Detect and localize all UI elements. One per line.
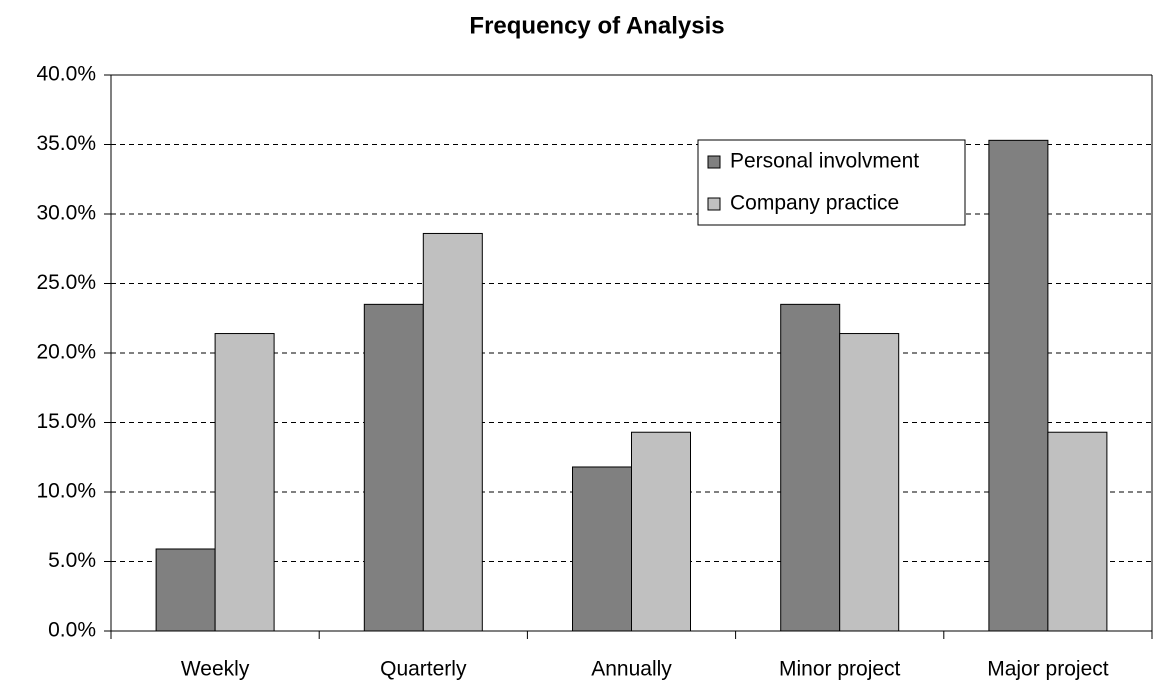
legend-label: Company practice: [730, 192, 899, 215]
bar: [780, 303, 841, 632]
bar: [572, 466, 632, 632]
y-tick-label: 10.0%: [36, 480, 96, 503]
x-tick-label: Minor project: [779, 658, 901, 681]
x-tick-label: Annually: [591, 658, 672, 681]
x-tick-label: Quarterly: [380, 658, 467, 681]
x-tick-label: Weekly: [181, 658, 250, 681]
y-tick-label: 15.0%: [36, 410, 96, 433]
bar: [1047, 431, 1108, 632]
legend-swatch: [707, 155, 721, 169]
bar: [363, 303, 424, 632]
y-tick-label: 25.0%: [36, 271, 96, 294]
y-tick-label: 5.0%: [48, 549, 96, 572]
chart-title: Frequency of Analysis: [469, 12, 724, 39]
y-tick-label: 20.0%: [36, 341, 96, 364]
y-tick-label: 30.0%: [36, 202, 96, 225]
legend-label: Personal involvment: [730, 150, 919, 173]
bar: [155, 548, 216, 632]
bar: [422, 232, 483, 632]
bar: [988, 139, 1049, 632]
bar: [214, 333, 275, 632]
legend-swatch: [707, 197, 721, 211]
x-tick-label: Major project: [987, 658, 1109, 681]
y-tick-label: 0.0%: [48, 619, 96, 642]
y-tick-label: 40.0%: [36, 63, 96, 86]
legend-box: [697, 139, 966, 226]
legend: Personal involvment Company practice: [697, 139, 966, 226]
bar: [631, 431, 691, 632]
y-tick-label: 35.0%: [36, 132, 96, 155]
bar: [839, 333, 900, 632]
